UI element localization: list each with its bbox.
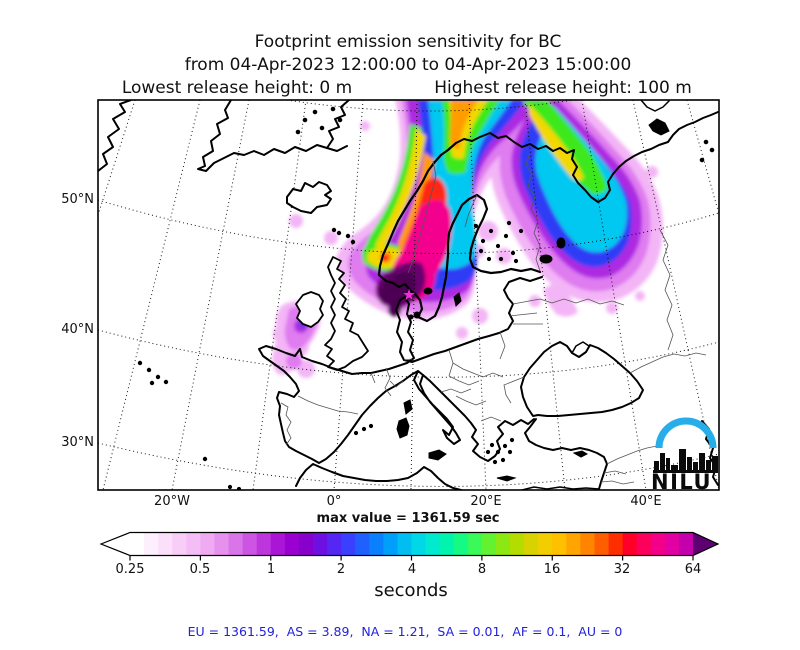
lat-label-40n: 40°N	[61, 322, 94, 337]
nilu-logo-skyline-icon	[653, 449, 718, 473]
colorbar-tick-2: 1	[266, 562, 276, 577]
lat-label-30n: 30°N	[61, 435, 94, 450]
nilu-logo-arc-icon	[655, 417, 717, 449]
colorbar-tick-0: 0.25	[115, 562, 145, 577]
country-borders	[280, 152, 707, 485]
lat-label-50n: 50°N	[61, 192, 94, 207]
figure-title: Footprint emission sensitivity for BC	[254, 32, 562, 52]
coastlines	[98, 100, 719, 490]
colorbar-units-label: seconds	[374, 580, 448, 601]
max-value-label: max value = 1361.59 sec	[316, 511, 500, 526]
map-canvas: NILU	[98, 100, 719, 494]
release-point-star-icon	[401, 287, 417, 302]
highest-release-height-label: Highest release height: 100 m	[434, 78, 692, 98]
lon-label-0: 0°	[326, 494, 342, 509]
colorbar-tickmarks	[129, 555, 694, 561]
map-frame	[97, 99, 720, 491]
colorbar-tick-3: 2	[336, 562, 346, 577]
lon-label-40e: 40°E	[630, 494, 662, 509]
colorbar-tick-6: 16	[543, 562, 561, 577]
lon-label-20w: 20°W	[154, 494, 190, 509]
colorbar-tick-8: 64	[684, 562, 702, 577]
figure-subtitle-daterange: from 04-Apr-2023 12:00:00 to 04-Apr-2023…	[184, 55, 632, 75]
colorbar-tick-7: 32	[613, 562, 631, 577]
lowest-release-height-label: Lowest release height: 0 m	[121, 78, 353, 98]
colorbar-tick-4: 4	[407, 562, 417, 577]
colorbar	[99, 531, 720, 561]
colorbar-tick-1: 0.5	[189, 562, 211, 577]
plume-level-maximum	[375, 261, 426, 317]
colorbar-segments	[101, 532, 718, 556]
nilu-logo-text: NILU	[651, 470, 712, 494]
islands-and-lakes	[137, 106, 715, 490]
colorbar-tick-5: 8	[477, 562, 487, 577]
region-totals-line: EU = 1361.59, AS = 3.89, NA = 1.21, SA =…	[187, 624, 623, 639]
sensitivity-plume	[272, 100, 663, 378]
lon-label-20e: 20°E	[470, 494, 502, 509]
nilu-logo: NILU	[651, 417, 718, 494]
